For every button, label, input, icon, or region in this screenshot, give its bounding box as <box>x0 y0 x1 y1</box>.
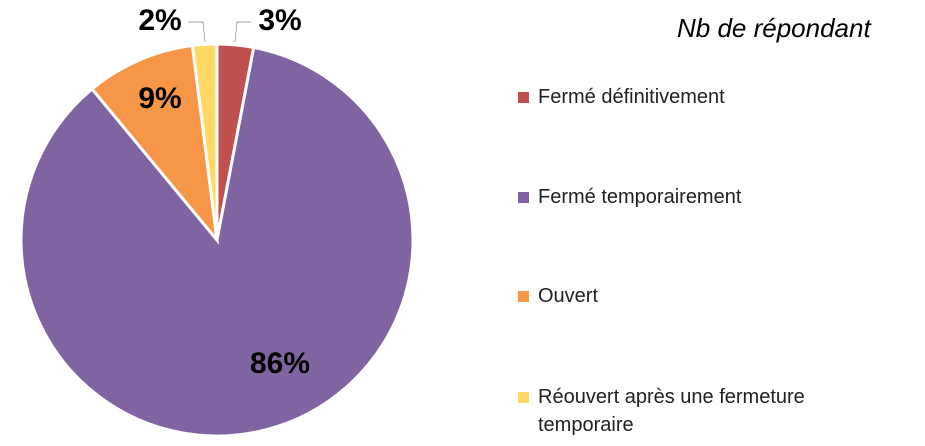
leader-line <box>188 21 206 43</box>
pie-slice <box>190 42 219 241</box>
data-label: 9% <box>138 82 181 115</box>
legend-item: Réouvert après une fermeture temporaire <box>518 383 878 439</box>
legend-item: Ouvert <box>518 282 878 310</box>
legend-item: Fermé temporairement <box>518 183 878 211</box>
leader-line <box>234 21 251 43</box>
legend-item: Fermé définitivement <box>518 83 878 111</box>
legend-swatch <box>518 92 529 103</box>
legend-label: Fermé définitivement <box>538 86 725 108</box>
data-label: 3% <box>258 4 301 37</box>
chart-title: Nb de répondant <box>677 13 872 43</box>
legend-swatch <box>518 291 529 302</box>
data-label: 86% <box>250 347 310 380</box>
legend-swatch <box>518 392 529 403</box>
legend-label: Réouvert après une fermeture temporaire <box>538 386 805 436</box>
pie-slice <box>89 43 220 245</box>
legend-label: Ouvert <box>538 285 599 307</box>
legend-swatch <box>518 192 529 203</box>
legend-label: Fermé temporairement <box>538 186 742 208</box>
data-label: 2% <box>138 4 181 37</box>
